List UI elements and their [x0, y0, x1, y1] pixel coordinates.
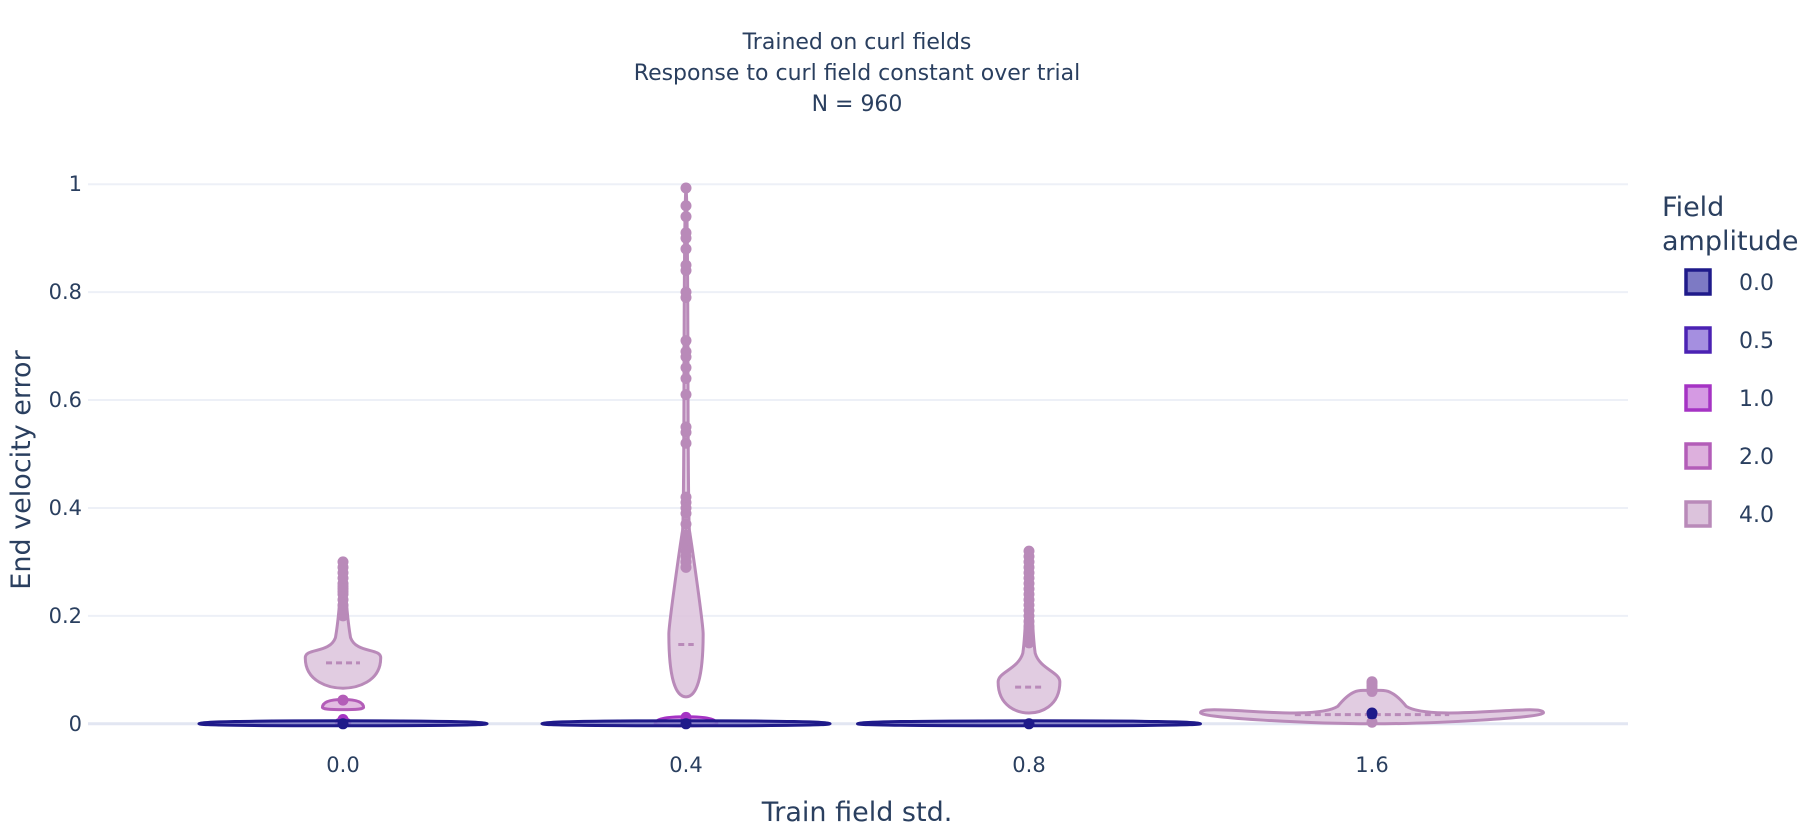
legend-title-line: Field [1662, 192, 1724, 223]
violin-0.4-0.0 [540, 718, 832, 730]
legend-label: 2.0 [1739, 445, 1774, 470]
violin-1.6-4.0 [1198, 676, 1546, 728]
outlier-point [680, 421, 692, 433]
outlier-point [337, 556, 349, 568]
y-tick-label: 0.6 [49, 388, 82, 412]
violin-0.8-0.0 [855, 718, 1203, 730]
chart-title: Trained on curl fields Response to curl … [634, 30, 1080, 117]
outlier-point [680, 200, 692, 212]
outlier-point [680, 491, 692, 503]
outlier-point [680, 362, 692, 374]
legend: Field amplitude 0.0 0.5 1.0 2.0 4.0 [1662, 192, 1798, 528]
y-tick-label: 0.8 [49, 280, 82, 304]
outlier-point [680, 437, 692, 449]
outlier-point [680, 211, 692, 223]
x-tick-label: 0.8 [1012, 753, 1045, 777]
title-line-1: Trained on curl fields [742, 30, 972, 55]
outlier-point [1023, 718, 1035, 730]
x-tick-label: 0.0 [326, 753, 359, 777]
outlier-point [680, 718, 692, 730]
y-tick-label: 0.4 [49, 496, 82, 520]
outlier-point [680, 372, 692, 384]
outlier-point [680, 529, 692, 541]
x-tick-label: 1.6 [1355, 753, 1388, 777]
outlier-point [680, 345, 692, 357]
legend-title: Field amplitude [1662, 192, 1798, 257]
legend-swatch [1684, 442, 1712, 470]
outlier-point [680, 518, 692, 530]
outlier-point [337, 718, 349, 730]
legend-item-2.0[interactable]: 2.0 [1684, 442, 1774, 470]
y-tick-label: 1 [69, 172, 82, 196]
y-tick-label: 0.2 [49, 604, 82, 628]
outlier-point [1366, 707, 1378, 719]
legend-label: 0.5 [1739, 329, 1774, 354]
legend-items: 0.0 0.5 1.0 2.0 4.0 [1684, 268, 1774, 528]
outlier-point [680, 227, 692, 239]
y-tick-labels: 0 0.2 0.4 0.6 0.8 1 [49, 172, 82, 736]
violin-1.6-0.0 [1366, 707, 1378, 720]
y-axis-title: End velocity error [6, 349, 37, 589]
violin-0.0-0.0 [197, 718, 489, 730]
legend-item-0.0[interactable]: 0.0 [1684, 268, 1774, 296]
x-tick-label: 0.4 [669, 753, 702, 777]
legend-swatch [1684, 500, 1712, 528]
outlier-point [1366, 716, 1378, 728]
title-line-2: Response to curl field constant over tri… [634, 61, 1080, 86]
legend-swatch [1684, 326, 1712, 354]
legend-swatch [1684, 384, 1712, 412]
outlier-point [680, 182, 692, 194]
outlier-point [680, 389, 692, 401]
legend-label: 4.0 [1739, 503, 1774, 528]
violin-0.8-4.0 [996, 545, 1062, 715]
legend-label: 1.0 [1739, 387, 1774, 412]
y-tick-label: 0 [69, 712, 82, 736]
violin-plot-area [197, 182, 1546, 730]
gridlines [88, 183, 1628, 726]
outlier-point [337, 694, 349, 706]
title-line-3: N = 960 [812, 92, 903, 117]
outlier-point [680, 335, 692, 347]
legend-title-line: amplitude [1662, 226, 1798, 257]
outlier-point [1023, 545, 1035, 557]
violin-0.0-2.0 [320, 694, 366, 712]
legend-item-1.0[interactable]: 1.0 [1684, 384, 1774, 412]
x-axis-title: Train field std. [761, 797, 953, 828]
x-tick-labels: 0.0 0.4 0.8 1.6 [326, 753, 1388, 777]
legend-item-4.0[interactable]: 4.0 [1684, 500, 1774, 528]
legend-swatch [1684, 268, 1712, 296]
violin-0.0-4.0 [303, 556, 383, 690]
outlier-point [680, 243, 692, 255]
outlier-point [1366, 676, 1378, 688]
legend-label: 0.0 [1739, 271, 1774, 296]
outlier-point [680, 259, 692, 271]
legend-item-0.5[interactable]: 0.5 [1684, 326, 1774, 354]
violin-0.4-4.0 [667, 182, 705, 699]
outlier-point [680, 286, 692, 298]
